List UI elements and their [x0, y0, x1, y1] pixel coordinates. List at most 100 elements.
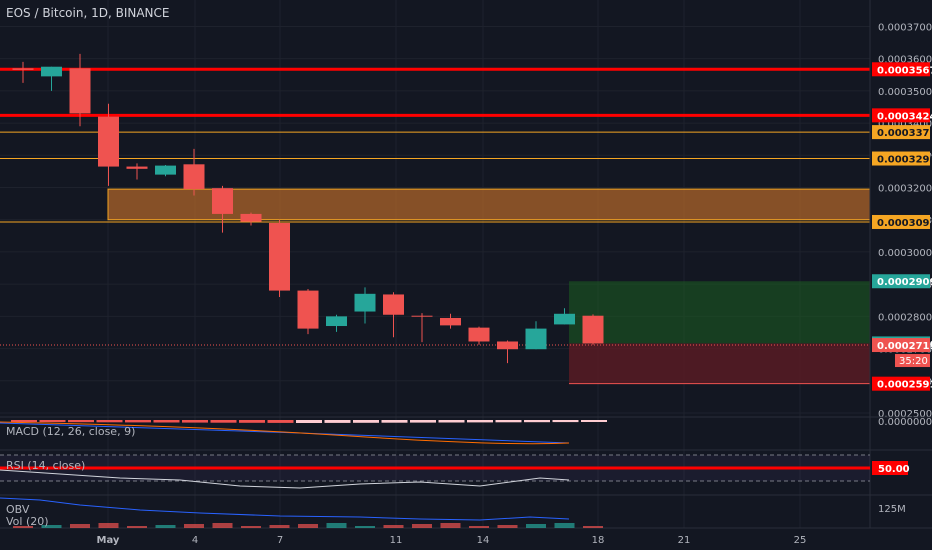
time-tick-label: 7	[277, 535, 283, 546]
current-price-badge: 0.0002711	[877, 341, 932, 352]
time-tick-label: 14	[477, 535, 490, 546]
macd-histogram-bar	[96, 420, 123, 423]
candle-body	[98, 116, 119, 167]
volume-bar	[241, 526, 261, 528]
price-tick-label: 0.0003600	[878, 55, 932, 66]
time-tick-label: 25	[794, 535, 807, 546]
candle-body	[525, 328, 547, 350]
macd-histogram-bar	[324, 420, 351, 423]
price-tick-label: 0.0002800	[878, 312, 932, 323]
macd-histogram-bar	[239, 420, 265, 423]
macd-histogram-bar	[467, 420, 493, 423]
macd-histogram-bar	[410, 420, 436, 423]
candle-body	[383, 294, 404, 315]
candle-body	[440, 317, 461, 326]
level-badge-red: 0.0003567	[877, 65, 932, 76]
obv-line	[0, 497, 570, 521]
volume-bar	[440, 523, 461, 528]
volume-bar	[127, 526, 147, 528]
volume-bar	[383, 525, 404, 528]
macd-histogram-bar	[495, 420, 522, 423]
candle-body	[297, 290, 319, 329]
time-tick-label: 11	[390, 535, 403, 546]
level-badge-red: 0.0002591	[877, 380, 932, 391]
level-badge-red: 0.0003424	[877, 111, 932, 122]
rsi-line	[0, 469, 570, 489]
candle-body	[468, 327, 490, 342]
macd-histogram-bar	[552, 420, 579, 423]
volume-bar	[212, 523, 233, 528]
rsi-label: RSI (14, close)	[6, 459, 86, 472]
macd-histogram-bar	[11, 420, 37, 422]
candle-body	[183, 164, 205, 190]
level-badge-orange: 0.0003372	[877, 128, 932, 139]
candle-body	[212, 188, 233, 214]
chart-title: EOS / Bitcoin, 1D, BINANCE	[6, 6, 170, 20]
volume-bar	[497, 525, 518, 528]
candle-body	[497, 341, 518, 350]
price-tick-label: 0.0003400	[878, 119, 932, 130]
volume-bar	[41, 525, 62, 528]
obv-tick-label: 125M	[878, 504, 906, 515]
candle-body	[41, 66, 62, 77]
countdown-bg	[895, 354, 930, 368]
volume-bar	[583, 526, 603, 528]
level-badge-orange: 0.0003290	[877, 155, 932, 166]
macd-signal-line	[0, 421, 570, 445]
rsi-badge-bg	[872, 461, 908, 475]
macd-histogram-bar	[296, 420, 322, 423]
candle-body	[155, 165, 176, 175]
macd-histogram-bar	[153, 420, 180, 423]
time-tick-label: May	[97, 535, 120, 546]
volume-bar	[184, 524, 204, 528]
price-tick-label: 0.0003200	[878, 184, 932, 195]
level-badge-orange-bg	[872, 214, 930, 229]
macd-label: MACD (12, 26, close, 9)	[6, 425, 136, 438]
countdown-label: 35:20	[899, 356, 928, 367]
volume-bar	[269, 525, 290, 528]
volume-bar	[98, 523, 119, 528]
level-badge-red-bg	[872, 108, 930, 123]
volume-bar	[526, 524, 546, 528]
volume-bar	[469, 526, 489, 528]
volume-bar	[13, 526, 33, 528]
volume-bar	[155, 525, 176, 528]
macd-histogram-bar	[39, 420, 66, 423]
candle-body	[582, 315, 604, 344]
volume-bar	[355, 526, 375, 528]
candle-body	[126, 166, 148, 169]
macd-histogram-bar	[438, 420, 465, 423]
level-badge-orange-bg	[872, 125, 930, 140]
candle-body	[269, 222, 290, 291]
macd-histogram-bar	[581, 420, 607, 422]
stop-zone	[569, 343, 870, 384]
candle-body	[12, 68, 34, 70]
obv-label: OBV	[6, 503, 30, 516]
candle-body	[554, 313, 575, 325]
rsi-badge: 50.00	[878, 464, 910, 475]
macd-histogram-bar	[68, 420, 94, 423]
macd-histogram-bar	[381, 420, 408, 423]
target-zone	[569, 281, 870, 344]
candle-body	[411, 315, 433, 317]
time-tick-label: 18	[592, 535, 605, 546]
price-tick-label: 0.0003000	[878, 248, 932, 259]
macd-histogram-bar	[210, 420, 237, 423]
volume-bar	[412, 524, 432, 528]
price-tick-label: 0.0002500	[878, 409, 932, 420]
time-tick-label: 21	[678, 535, 691, 546]
current-price-badge-bg	[872, 338, 930, 353]
macd-histogram-bar	[182, 420, 208, 423]
level-badge-orange: 0.0003093	[877, 218, 932, 229]
macd-tick-label: 0.0000000	[878, 417, 932, 428]
macd-histogram-bar	[267, 420, 294, 423]
volume-bar	[326, 523, 347, 528]
candle-body	[326, 316, 347, 327]
macd-histogram-bar	[524, 420, 550, 423]
volume-bar	[70, 524, 90, 528]
level-badge-red-bg	[872, 62, 930, 77]
macd-histogram-bar	[353, 420, 379, 423]
candle-body	[69, 68, 91, 114]
candle-body	[240, 213, 262, 222]
